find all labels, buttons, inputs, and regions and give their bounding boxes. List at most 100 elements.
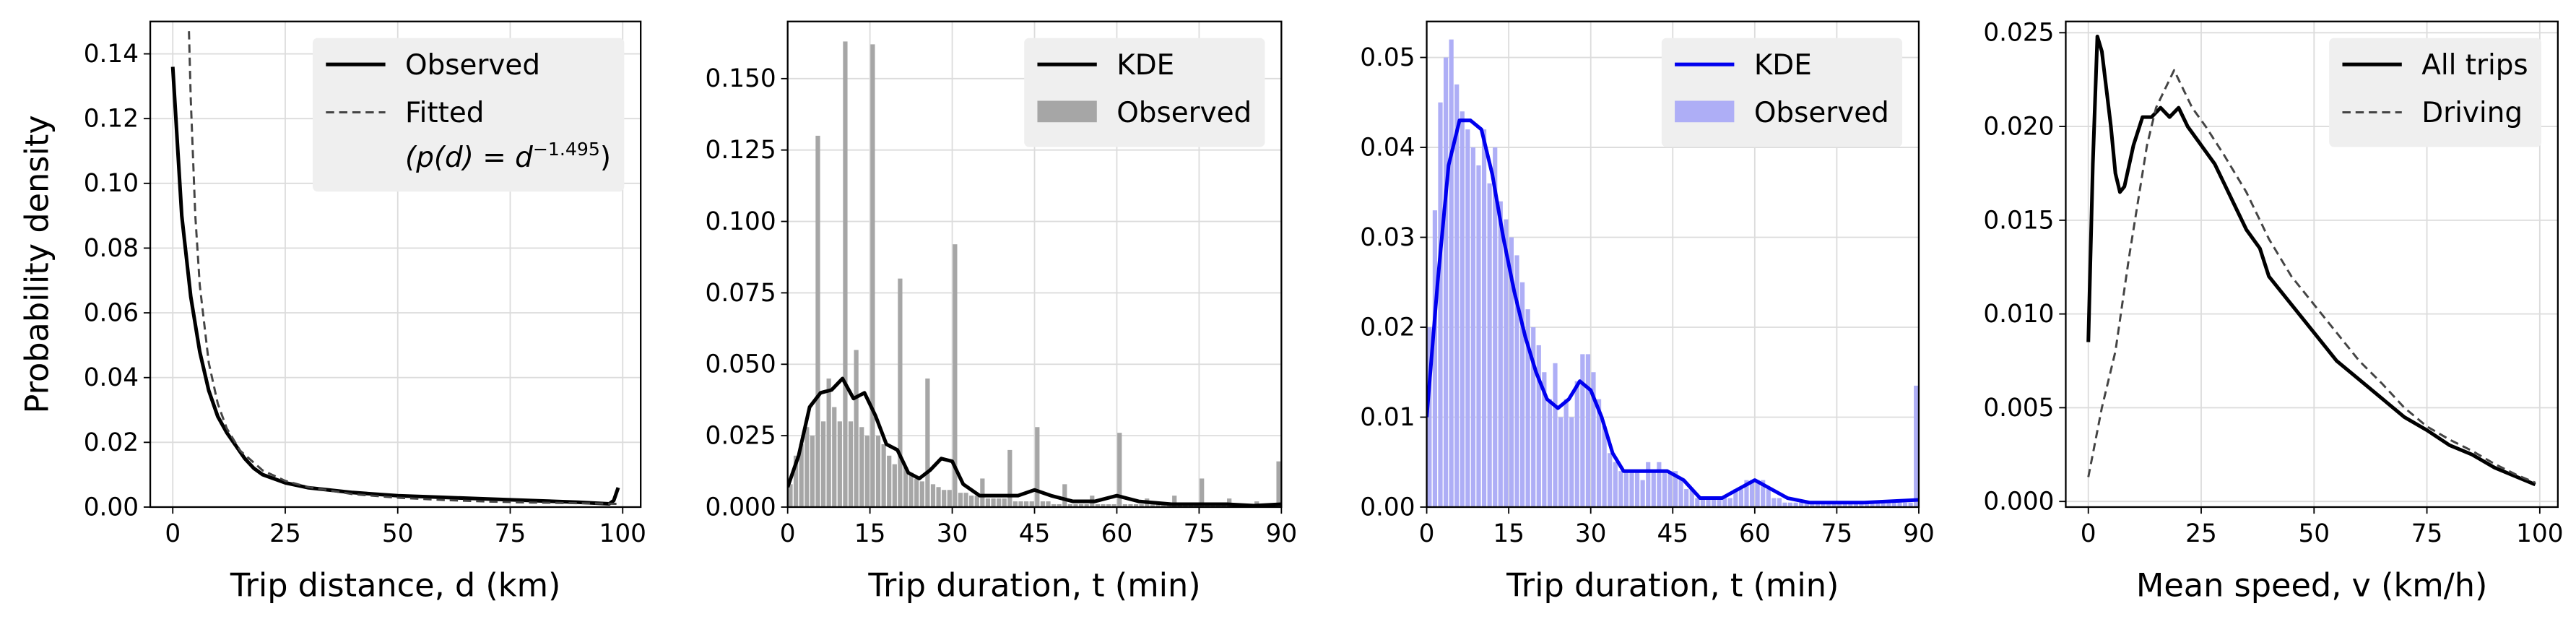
histogram-bar [1853, 502, 1858, 507]
histogram-bar [919, 481, 924, 507]
histogram-bar [864, 436, 869, 507]
histogram-bar [1771, 498, 1777, 507]
histogram-bar [1040, 501, 1046, 507]
series-line [1426, 118, 1919, 505]
histogram-bar [1470, 147, 1476, 507]
histogram-bar [1172, 496, 1177, 507]
y-tick-label: 0.125 [706, 136, 776, 165]
histogram-bar [1564, 399, 1569, 507]
plot-area [1426, 39, 1919, 507]
plot-area [170, 31, 620, 506]
histogram-bar [1531, 327, 1536, 507]
y-tick-label: 0.020 [1983, 113, 2054, 142]
histogram-bar [1487, 183, 1492, 507]
y-tick-label: 0.03 [1360, 223, 1415, 252]
histogram-bar [1859, 502, 1864, 507]
histogram-bar [1133, 504, 1139, 507]
histogram-bar [1618, 471, 1623, 507]
y-tick-label: 0.075 [706, 279, 776, 308]
formula-part: −1.495 [533, 139, 600, 160]
histogram-bar [903, 467, 908, 507]
histogram-bar [1465, 129, 1470, 507]
histogram-bar [1815, 502, 1820, 507]
legend-label: Driving [2421, 97, 2523, 129]
histogram-bar [1084, 504, 1089, 507]
histogram-bar [1744, 480, 1749, 507]
histogram-bar [1914, 385, 1919, 507]
histogram-bar [892, 464, 897, 507]
y-tick-label: 0.08 [84, 234, 139, 263]
x-tick-label: 15 [854, 519, 886, 548]
panel: 0.000 0.025 0.050 0.075 0.100 0.125 0.150 0 15 30… [706, 20, 1297, 604]
histogram-bar [1695, 498, 1700, 507]
histogram-bar [793, 455, 799, 507]
x-tick-label: 0 [2081, 519, 2096, 548]
x-tick-label: 0 [1419, 519, 1435, 548]
histogram-bar [1002, 498, 1007, 507]
legend: All trips Driving [2329, 38, 2541, 147]
histogram-bar [1585, 354, 1591, 507]
histogram-bar [958, 493, 963, 507]
histogram-bar [1150, 504, 1155, 507]
y-tick-label: 0.05 [1360, 43, 1415, 72]
axes-frame [149, 20, 642, 509]
histogram-bar [1101, 504, 1106, 507]
x-tick-label: 15 [1493, 519, 1525, 548]
histogram-bar [1727, 498, 1732, 507]
legend-formula: (p(d) = d−1.495) [405, 139, 611, 174]
histogram-bar [805, 427, 810, 507]
histogram-bar [1580, 354, 1585, 507]
y-tick-label: 0.10 [84, 169, 139, 198]
histogram-bar [1509, 237, 1514, 507]
x-tick-label: 100 [2516, 519, 2563, 548]
histogram-bar [1432, 210, 1438, 507]
formula-part: (p(d) = d [405, 142, 533, 174]
histogram-bar [1810, 502, 1815, 507]
axes-frame [1426, 20, 1920, 509]
histogram-bar [1536, 345, 1541, 507]
x-tick-label: 25 [269, 519, 301, 548]
legend: KDE Observed [1024, 38, 1265, 147]
y-tick-label: 0.12 [84, 105, 139, 134]
histogram-bar [1569, 417, 1574, 507]
histogram-bar [1749, 480, 1755, 507]
histogram-bar [1755, 480, 1760, 507]
histogram-bar [1007, 449, 1012, 507]
histogram-bar [974, 496, 979, 507]
panel: 0.00 0.01 0.02 0.03 0.04 0.05 0 15 30 45 60 75 90 Tri… [1360, 20, 1935, 604]
histogram-bar [1443, 57, 1449, 507]
histogram-bar [1155, 504, 1161, 507]
x-axis-label: Trip duration, t (min) [867, 566, 1200, 604]
y-tick-label: 0.025 [706, 422, 776, 451]
legend-label: Observed [1116, 97, 1252, 129]
histogram-bar [1689, 489, 1694, 507]
histogram-bar [1111, 504, 1116, 507]
x-tick-label: 30 [937, 519, 968, 548]
histogram-bar [1777, 498, 1782, 507]
x-tick-label: 75 [1821, 519, 1853, 548]
histogram-bar [1057, 504, 1062, 507]
histogram-bar [1646, 462, 1651, 507]
histogram-bar [1870, 502, 1875, 507]
histogram-bar [936, 487, 941, 507]
histogram-bar [1657, 462, 1662, 507]
histogram-bar [1881, 502, 1886, 507]
histogram-bar [1525, 309, 1530, 507]
histogram-bar [1035, 427, 1040, 507]
histogram-bar [1842, 502, 1847, 507]
histogram-bar [1848, 502, 1853, 507]
legend: Observed Fitted (p(d) = d−1.495) [313, 38, 625, 192]
histogram-bar [930, 484, 936, 507]
legend-label: Fitted [405, 97, 484, 129]
x-tick-label: 45 [1019, 519, 1051, 548]
histogram-bar [1024, 501, 1029, 507]
legend-label: Observed [1754, 97, 1889, 129]
histogram-bar [991, 498, 996, 507]
histogram-bar [815, 135, 820, 507]
legend-label: KDE [1754, 49, 1812, 82]
histogram-bar [1673, 471, 1678, 507]
histogram-bar [1051, 504, 1057, 507]
histogram-bar [1514, 255, 1519, 507]
histogram-bar [1875, 502, 1881, 507]
